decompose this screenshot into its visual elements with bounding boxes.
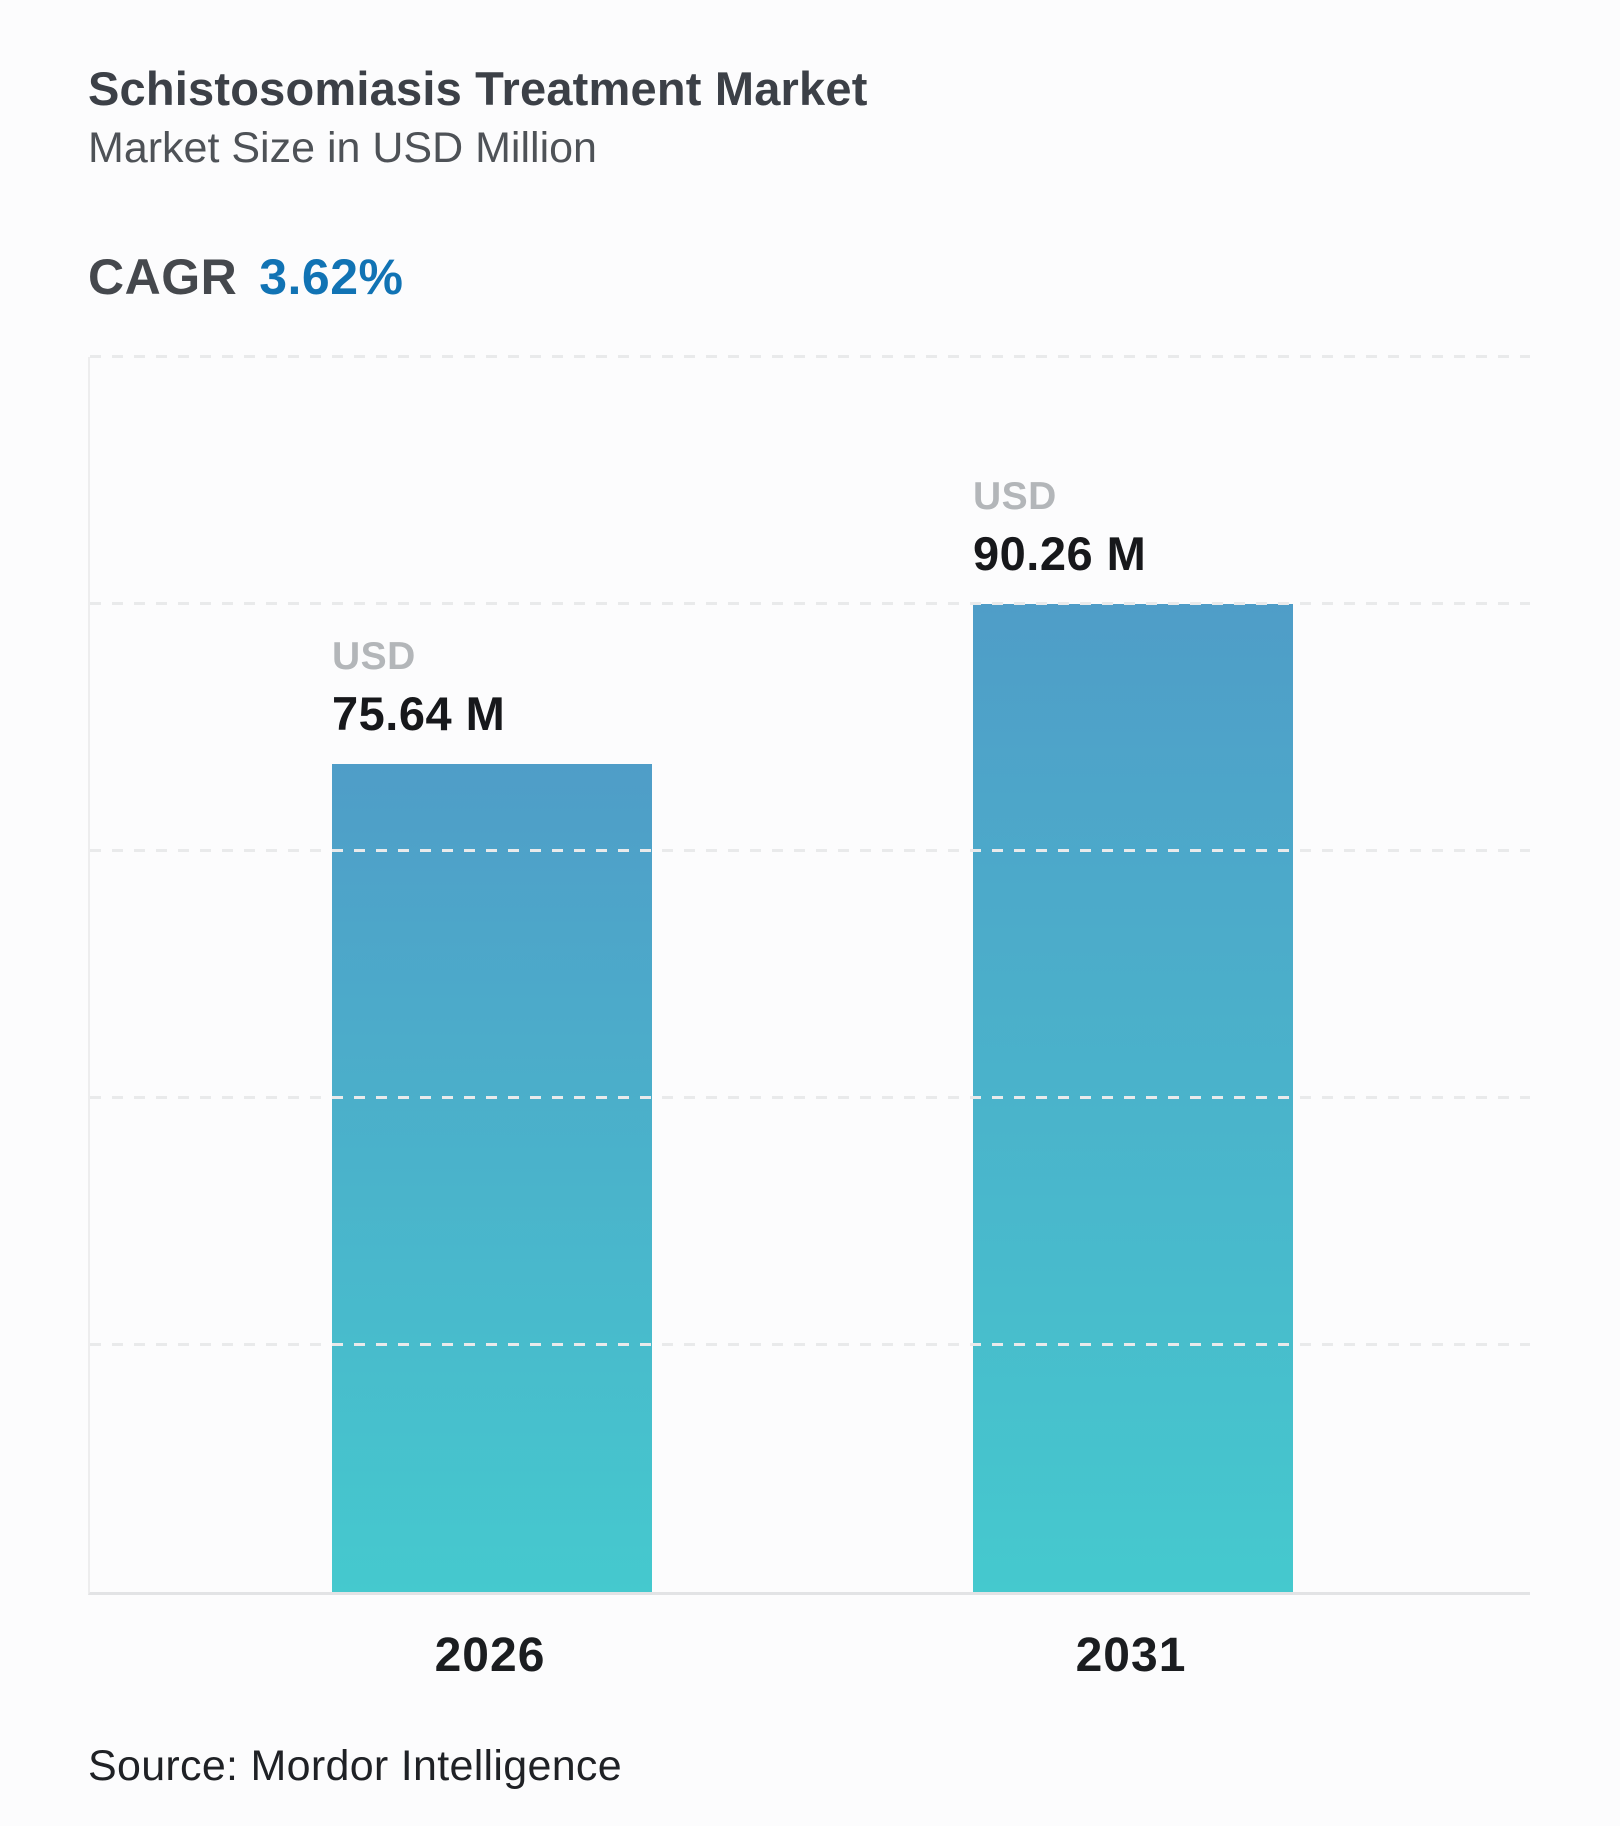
x-axis: 2026 2031	[88, 1628, 1530, 1688]
chart-title: Schistosomiasis Treatment Market	[88, 62, 868, 115]
cagr-label: CAGR	[88, 249, 238, 305]
gridline	[90, 602, 1530, 605]
gridline	[90, 1096, 1530, 1099]
bar-group-2031: USD 90.26 M	[973, 357, 1293, 1592]
gridline	[90, 355, 1530, 358]
bar-value-label: USD 90.26 M	[973, 469, 1146, 582]
cagr-value: 3.62%	[259, 249, 404, 305]
gridline	[90, 1343, 1530, 1346]
value-label: 75.64 M	[332, 686, 506, 740]
chart-subtitle: Market Size in USD Million	[88, 124, 597, 173]
currency-label: USD	[973, 475, 1057, 519]
x-axis-label-2026: 2026	[434, 1629, 546, 1682]
x-axis-label-2031: 2031	[1075, 1629, 1187, 1682]
value-label: 90.26 M	[973, 526, 1147, 580]
plot-area: USD 75.64 M USD 90.26 M	[88, 355, 1530, 1595]
bar-2026	[332, 764, 652, 1592]
currency-label: USD	[332, 635, 416, 679]
chart-header: Schistosomiasis Treatment Market Market …	[88, 58, 868, 177]
gridline	[90, 849, 1530, 852]
source-text: Source: Mordor Intelligence	[88, 1742, 622, 1790]
bar-group-2026: USD 75.64 M	[332, 357, 652, 1592]
cagr-row: CAGR 3.62%	[88, 248, 404, 306]
bar-value-label: USD 75.64 M	[332, 629, 505, 742]
